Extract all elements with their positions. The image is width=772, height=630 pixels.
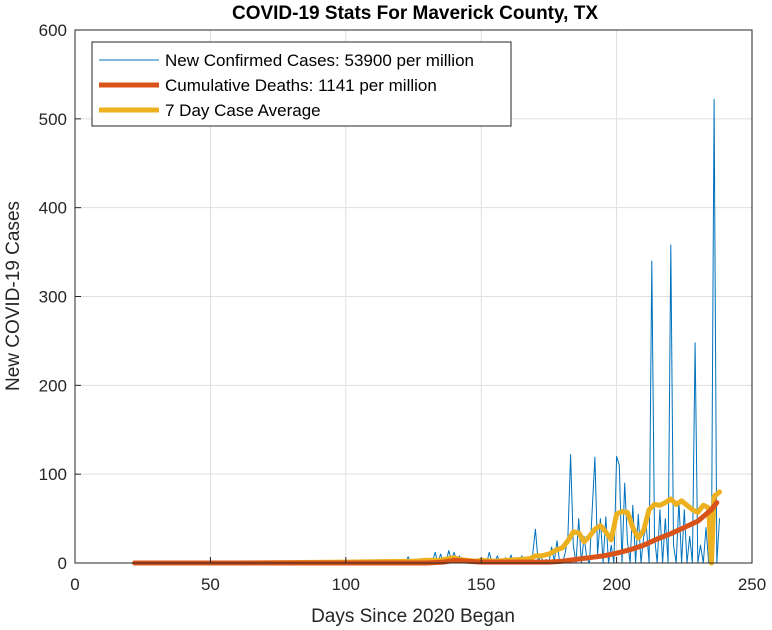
x-tick-label: 100 (332, 575, 360, 594)
x-tick-label: 150 (467, 575, 495, 594)
y-axis-label: New COVID-19 Cases (3, 201, 24, 391)
series-layer (132, 98, 722, 566)
legend-label-0: New Confirmed Cases: 53900 per million (165, 51, 474, 70)
x-tick-label: 50 (201, 575, 220, 594)
legend-label-1: Cumulative Deaths: 1141 per million (165, 76, 437, 95)
legend: New Confirmed Cases: 53900 per million Cu… (91, 41, 512, 127)
y-tick-label: 100 (39, 465, 67, 484)
x-tick-label: 0 (70, 575, 79, 594)
chart-title: COVID-19 Stats For Maverick County, TX (232, 3, 598, 24)
legend-box (91, 41, 512, 127)
axis-ticks: 0 50 100 150 200 250 0 100 200 300 400 500 600 (39, 21, 767, 594)
y-tick-label: 600 (39, 21, 67, 40)
y-tick-label: 500 (39, 110, 67, 129)
x-tick-label: 250 (738, 575, 766, 594)
x-axis-label: Days Since 2020 Began (311, 606, 515, 627)
y-tick-label: 200 (39, 376, 67, 395)
y-tick-label: 0 (58, 554, 67, 573)
y-tick-label: 300 (39, 288, 67, 307)
series-line-1 (132, 500, 720, 566)
legend-label-2: 7 Day Case Average (165, 101, 321, 120)
y-tick-label: 400 (39, 199, 67, 218)
x-tick-label: 200 (602, 575, 630, 594)
